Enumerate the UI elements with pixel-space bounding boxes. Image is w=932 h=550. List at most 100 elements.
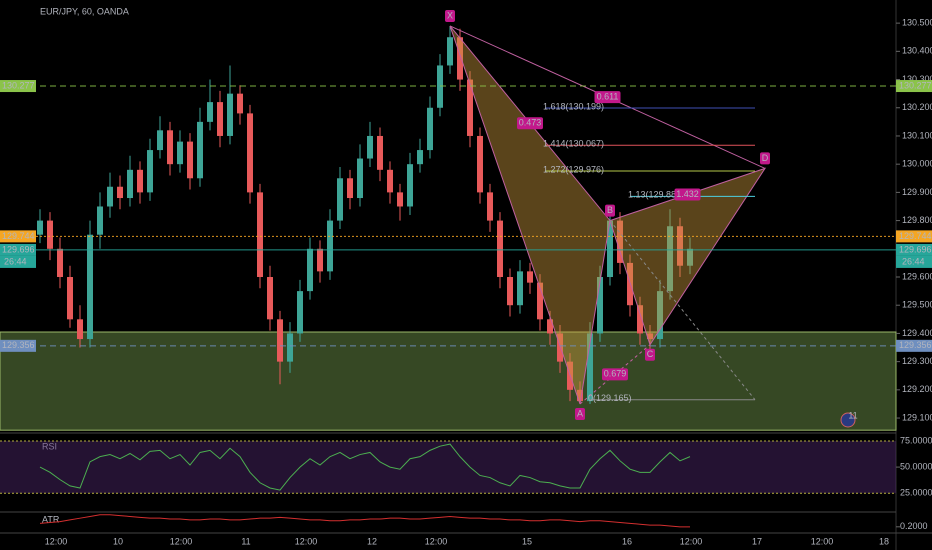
- price-badge: [896, 230, 932, 243]
- candle-body: [547, 319, 553, 334]
- point-label: B: [607, 205, 613, 215]
- ratio-badge: [517, 117, 543, 130]
- candle-body: [257, 192, 263, 278]
- candle-body: [87, 234, 93, 340]
- x-tick-label: 11: [241, 536, 250, 546]
- candle-body: [197, 121, 203, 179]
- y-tick-label: 129.800: [902, 215, 932, 225]
- price-label: 129.356: [2, 340, 35, 350]
- candle-body: [377, 135, 383, 170]
- candle-body: [287, 333, 293, 362]
- countdown-badge: [0, 255, 36, 268]
- candle-body: [297, 291, 303, 334]
- candle-body: [617, 220, 623, 263]
- y-tick-label: 130.300: [902, 74, 932, 84]
- candle-body: [397, 192, 403, 207]
- ratio-label: 1.432: [676, 189, 699, 199]
- candle-body: [457, 37, 463, 80]
- candle-body: [487, 192, 493, 221]
- candle-body: [557, 333, 563, 362]
- y-tick-label: 129.100: [902, 412, 932, 422]
- candle-body: [527, 271, 533, 283]
- candle-body: [137, 169, 143, 193]
- candle-body: [677, 226, 683, 266]
- symbol-title: EUR/JPY, 60, OANDA: [40, 6, 129, 16]
- candle-body: [227, 93, 233, 136]
- price-label: 130.277: [899, 80, 932, 90]
- x-tick-label: 15: [522, 536, 532, 546]
- candle-body: [647, 333, 653, 340]
- fib-label: 0(129.165): [588, 393, 632, 403]
- candle-body: [657, 291, 663, 340]
- candle-body: [517, 271, 523, 306]
- x-tick-label: 12: [367, 536, 377, 546]
- candle-body: [97, 206, 103, 235]
- price-badge: [896, 243, 932, 256]
- candle-body: [587, 333, 593, 402]
- x-tick-label: 12:00: [811, 536, 834, 546]
- candle-body: [47, 220, 53, 249]
- y-tick-label: 75.0000: [900, 435, 932, 445]
- candle-body: [687, 248, 693, 266]
- candle-body: [347, 178, 353, 199]
- point-badge: [760, 152, 770, 165]
- alert-icon: [840, 412, 856, 428]
- candle-body: [447, 37, 453, 66]
- y-tick-label: 0.2000: [900, 521, 928, 531]
- candle-body: [407, 164, 413, 207]
- candle-body: [167, 130, 173, 165]
- price-label: 129.696: [2, 244, 35, 254]
- point-label: C: [647, 349, 654, 359]
- x-tick-label: 10: [113, 536, 123, 546]
- candle-body: [327, 220, 333, 272]
- y-tick-label: 129.200: [902, 384, 932, 394]
- candle-body: [217, 102, 223, 136]
- ratio-label: 0.473: [519, 118, 542, 128]
- candle-body: [277, 319, 283, 362]
- x-tick-label: 12:00: [680, 536, 703, 546]
- candle-body: [247, 113, 253, 193]
- candle-body: [507, 277, 513, 306]
- candle-body: [357, 158, 363, 199]
- fib-label: 1.618(130.199): [543, 101, 604, 111]
- price-badge: [896, 339, 932, 352]
- price-label: 130.277: [2, 80, 35, 90]
- candle-body: [497, 220, 503, 278]
- demand-zone: [0, 331, 897, 431]
- y-tick-label: 130.500: [902, 18, 932, 28]
- y-tick-label: 130.200: [902, 102, 932, 112]
- price-badge: [896, 80, 932, 93]
- y-tick-label: 130.400: [902, 46, 932, 56]
- candle-body: [597, 277, 603, 334]
- alert-count: 11: [848, 410, 857, 420]
- candle-body: [177, 141, 183, 165]
- x-tick-label: 12:00: [170, 536, 193, 546]
- point-label: D: [762, 153, 769, 163]
- candle-body: [187, 141, 193, 179]
- candle-body: [437, 65, 443, 108]
- candle-body: [67, 277, 73, 320]
- candle-body: [607, 220, 613, 278]
- price-badge: [0, 339, 36, 352]
- point-badge: [575, 407, 585, 420]
- candle-body: [207, 102, 213, 122]
- candle-body: [37, 220, 43, 235]
- candle-body: [367, 135, 373, 159]
- price-badge: [0, 80, 36, 93]
- point-badge: [445, 9, 455, 22]
- y-tick-label: 129.400: [902, 328, 932, 338]
- candle-body: [467, 79, 473, 136]
- fib-label: 1.414(130.067): [543, 139, 604, 149]
- countdown: 26:44: [4, 256, 27, 266]
- point-label: X: [447, 10, 453, 20]
- candle-body: [637, 305, 643, 334]
- x-tick-label: 16: [622, 536, 632, 546]
- candle-body: [317, 248, 323, 272]
- price-label: 129.744: [2, 231, 35, 241]
- y-tick-label: 50.0000: [900, 461, 932, 471]
- y-tick-label: 130.100: [902, 130, 932, 140]
- projection-line: [609, 220, 756, 401]
- atr-title: ATR: [42, 514, 60, 524]
- x-tick-label: 17: [752, 536, 762, 546]
